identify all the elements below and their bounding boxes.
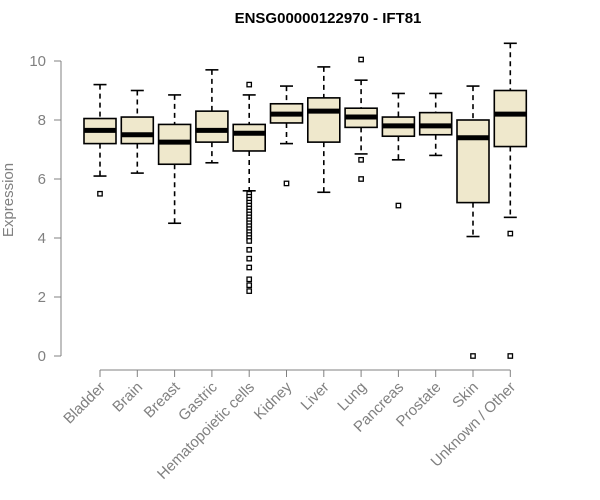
box-iqr <box>306 97 341 143</box>
outlier-point <box>246 81 253 88</box>
x-tick-label: Bladder <box>60 379 109 428</box>
box-group <box>306 66 341 194</box>
box-group <box>83 83 117 197</box>
y-axis-label: Expression <box>0 163 17 237</box>
box-iqr <box>493 89 528 148</box>
box-group <box>344 56 378 182</box>
outlier-point <box>395 202 402 209</box>
box-group <box>269 85 304 187</box>
outlier-point <box>358 56 364 63</box>
y-tick-label: 0 <box>38 348 46 365</box>
x-tick-label: Kidney <box>251 378 296 423</box>
x-tick-label: Skin <box>449 379 482 412</box>
outlier-point <box>358 176 364 182</box>
outlier-point <box>246 246 253 253</box>
box-group <box>493 42 528 359</box>
box-iqr <box>456 119 490 204</box>
x-tick-label: Liver <box>298 379 333 414</box>
box-iqr <box>232 123 266 152</box>
y-tick-label: 6 <box>38 171 46 188</box>
outlier-point <box>507 230 514 237</box>
box-group <box>456 85 490 359</box>
box-group <box>157 94 192 225</box>
box-group <box>120 89 155 174</box>
outlier-point <box>470 353 476 359</box>
outlier-point <box>283 180 290 187</box>
y-tick-label: 10 <box>29 53 46 70</box>
outlier-point <box>97 190 103 197</box>
outlier-point <box>246 282 253 289</box>
box-iqr <box>195 110 229 143</box>
box-iqr <box>120 116 155 145</box>
outlier-point <box>246 264 253 271</box>
box-group <box>195 69 229 164</box>
y-tick-label: 8 <box>38 112 46 129</box>
chart-title: ENSG00000122970 - IFT81 <box>235 10 422 27</box>
box-group <box>418 92 453 157</box>
plot-area <box>83 42 528 359</box>
outlier-point <box>246 238 253 244</box>
outlier-point <box>358 156 364 163</box>
outlier-point <box>246 276 253 283</box>
y-axis: 0 2 4 6 8 10 <box>29 53 62 365</box>
y-tick-label: 4 <box>38 230 46 247</box>
outlier-point <box>246 255 253 262</box>
outlier-point <box>246 288 253 294</box>
y-tick-label: 2 <box>38 289 46 306</box>
box-group <box>232 81 266 294</box>
box-group <box>381 92 416 209</box>
outlier-point <box>507 353 514 359</box>
